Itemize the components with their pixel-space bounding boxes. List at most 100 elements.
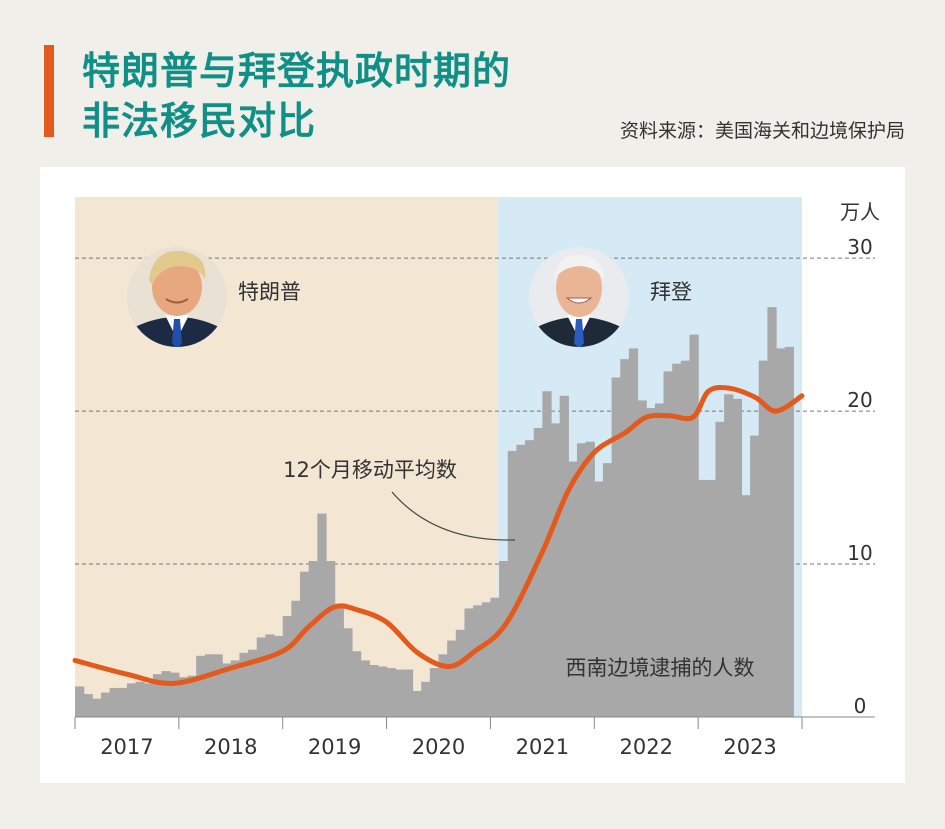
bar	[351, 651, 362, 717]
bar	[161, 671, 171, 717]
bar	[663, 371, 673, 717]
y-axis-unit: 万人	[840, 200, 880, 224]
bar	[178, 677, 189, 717]
bar	[204, 654, 215, 717]
bar	[689, 334, 699, 717]
source-note: 资料来源：美国海关和边境保护局	[619, 120, 905, 142]
bar	[274, 635, 284, 717]
bar	[507, 450, 517, 717]
bar	[152, 674, 163, 717]
bar	[654, 403, 665, 717]
bar	[585, 441, 595, 717]
bar	[265, 634, 275, 717]
bar	[551, 423, 561, 717]
bar	[360, 660, 370, 717]
bar	[325, 561, 336, 717]
bar	[438, 654, 448, 717]
bar	[291, 600, 301, 717]
bar	[576, 443, 587, 717]
bar	[239, 652, 249, 717]
x-tick-label: 2017	[100, 735, 153, 759]
bar	[776, 348, 786, 717]
bar	[750, 435, 760, 717]
bar	[256, 637, 267, 717]
bar	[144, 683, 154, 717]
bar	[724, 394, 734, 717]
y-tick-label: 30	[847, 235, 872, 259]
bar	[542, 391, 552, 717]
bar	[455, 629, 466, 717]
bar	[230, 660, 241, 717]
bar	[213, 654, 223, 717]
bars-series-label: 西南边境逮捕的人数	[566, 656, 755, 680]
bar	[620, 359, 630, 717]
bar	[135, 681, 145, 717]
bar	[386, 668, 396, 717]
x-tick-label: 2018	[204, 735, 257, 759]
bar	[698, 479, 708, 717]
bar	[672, 363, 682, 717]
bar	[758, 360, 768, 717]
bar	[429, 668, 440, 717]
biden-portrait	[529, 247, 629, 347]
trump-label: 特朗普	[238, 280, 301, 304]
bar	[395, 669, 405, 717]
bar	[715, 421, 725, 717]
bar	[92, 698, 102, 717]
bar	[559, 395, 569, 717]
biden-label: 拜登	[650, 280, 692, 304]
y-tick-label: 20	[847, 388, 872, 412]
bar	[83, 694, 93, 717]
bar	[481, 602, 492, 717]
x-tick-label: 2020	[412, 735, 465, 759]
bar	[706, 479, 717, 717]
bar	[646, 408, 656, 717]
bar	[516, 444, 526, 717]
bar	[170, 672, 180, 717]
bar	[784, 346, 794, 717]
bar	[533, 427, 543, 717]
bar	[611, 377, 621, 717]
x-tick-label: 2021	[516, 735, 569, 759]
bar	[602, 463, 613, 717]
x-tick-label: 2019	[308, 735, 361, 759]
bar	[732, 398, 743, 717]
bar	[100, 692, 111, 717]
bar	[282, 616, 292, 717]
title-accent-bar	[44, 45, 54, 137]
y-tick-label: 10	[847, 541, 872, 565]
bar	[334, 606, 344, 717]
chart: 0 10 20 30 万人 2017 2018 2019 2020 2021 2022 2023 12个…	[72, 197, 880, 759]
bar	[628, 348, 639, 717]
bar	[680, 360, 691, 717]
bar	[196, 655, 206, 717]
bar	[464, 608, 474, 717]
bar	[767, 307, 777, 717]
bar	[741, 495, 751, 717]
line-series-label: 12个月移动平均数	[283, 458, 457, 482]
bar	[343, 628, 353, 717]
line-label-leader	[391, 491, 516, 541]
bar	[109, 687, 119, 717]
chart-panel: 0 10 20 30 万人 2017 2018 2019 2020 2021 2022 2023 12个…	[40, 167, 905, 783]
bar	[75, 686, 85, 717]
x-tick-label: 2022	[619, 735, 672, 759]
bar	[187, 675, 197, 717]
bar	[248, 649, 258, 717]
bar	[637, 400, 647, 717]
bar	[412, 691, 422, 717]
y-tick-label: 0	[854, 694, 867, 718]
bar	[222, 663, 232, 717]
bar	[403, 669, 414, 717]
bar	[300, 571, 310, 717]
bar	[118, 687, 128, 717]
bar	[308, 561, 318, 717]
bar	[568, 461, 578, 717]
bar	[594, 481, 604, 717]
bar	[473, 605, 483, 717]
bar	[377, 666, 388, 717]
bar	[126, 683, 137, 717]
x-tick-label: 2023	[723, 735, 776, 759]
title-line-2: 非法移民对比	[82, 99, 317, 143]
moving-average-line	[72, 384, 805, 686]
